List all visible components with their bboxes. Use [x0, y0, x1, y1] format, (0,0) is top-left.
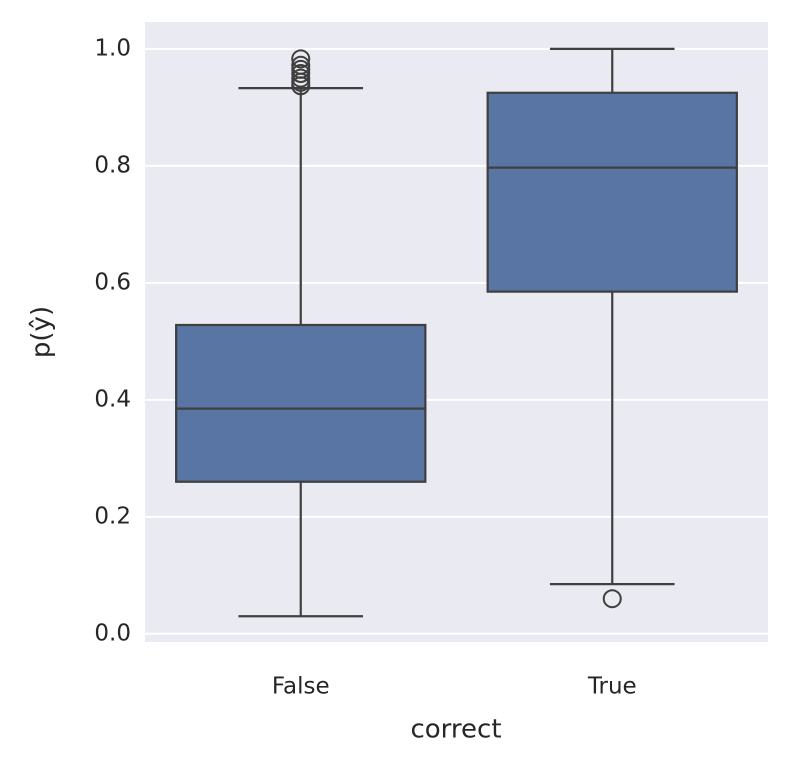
box — [175, 323, 427, 483]
y-axis-label: p(ŷ) — [27, 306, 57, 358]
x-tick-label: False — [272, 674, 330, 700]
y-tick-label: 0.2 — [94, 503, 131, 529]
y-tick-label: 0.0 — [94, 620, 131, 646]
box — [486, 91, 738, 293]
y-tick-label: 1.0 — [94, 35, 131, 61]
flier — [291, 49, 311, 69]
flier — [602, 589, 622, 609]
y-tick-label: 0.4 — [94, 386, 131, 412]
x-tick-label: True — [587, 674, 637, 700]
flier — [291, 76, 311, 96]
flier — [291, 63, 311, 83]
y-tick-label: 0.8 — [94, 152, 131, 178]
x-axis-label: correct — [410, 715, 501, 745]
y-tick-label: 0.6 — [94, 269, 131, 295]
